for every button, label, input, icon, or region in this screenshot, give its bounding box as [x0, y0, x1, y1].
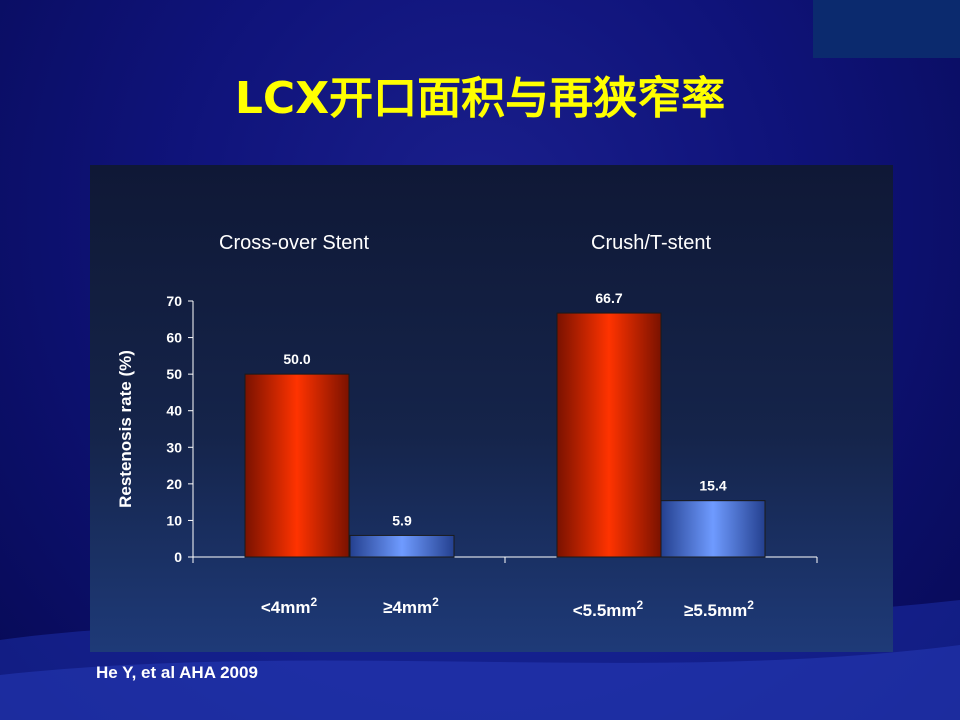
- y-tick-label: 50: [166, 366, 182, 382]
- group-title-cross-over: Cross-over Stent: [219, 232, 370, 254]
- x-category-label: ≥5.5mm2: [684, 598, 754, 620]
- slide-title: LCX开口面积与再狭窄率: [234, 73, 726, 124]
- group-title-crush: Crush/T-stent: [591, 232, 712, 254]
- x-category-label: ≥4mm2: [383, 595, 439, 617]
- citation: He Y, et al AHA 2009: [96, 663, 258, 682]
- y-tick-label: 30: [166, 439, 182, 455]
- bar-4: [660, 500, 766, 558]
- bar-value-label: 50.0: [283, 351, 310, 367]
- bar-value-label: 15.4: [699, 478, 726, 494]
- bar-value-label: 5.9: [392, 512, 412, 528]
- y-axis-label: Restenosis rate (%): [116, 350, 135, 508]
- y-tick-label: 60: [166, 330, 182, 346]
- y-tick-label: 20: [166, 476, 182, 492]
- x-category-label: <5.5mm2: [573, 598, 644, 620]
- corner-decoration: [813, 0, 960, 58]
- chart-panel: Cross-over Stent Crush/T-stent 0 10 20 30 40…: [90, 165, 893, 652]
- bar-3: [556, 312, 662, 558]
- bar-chart: 0 10 20 30 40 50 60 70 Restenosis rate (%) 50.0 <…: [116, 290, 818, 620]
- y-tick-label: 70: [166, 293, 182, 309]
- y-tick-label: 40: [166, 403, 182, 419]
- y-tick-label: 0: [174, 549, 182, 565]
- bar-1: [244, 373, 350, 558]
- y-tick-label: 10: [166, 512, 182, 528]
- bar-value-label: 66.7: [595, 290, 622, 306]
- bar-2: [349, 534, 455, 558]
- x-category-label: <4mm2: [261, 595, 318, 617]
